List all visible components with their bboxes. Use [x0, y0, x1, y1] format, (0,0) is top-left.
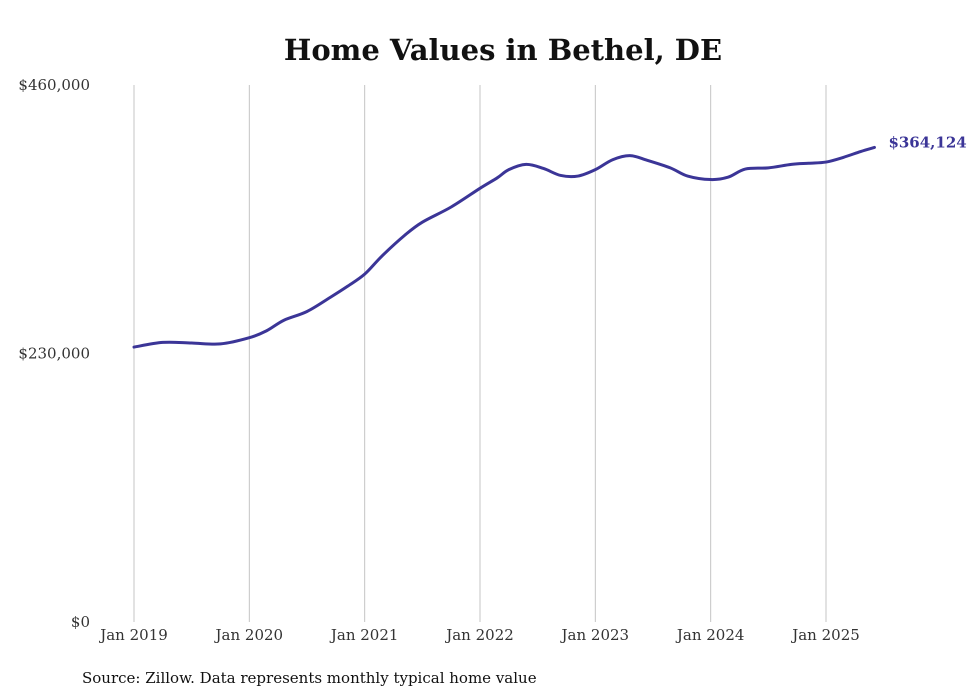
source-note: Source: Zillow. Data represents monthly … [82, 669, 537, 687]
x-tick-label: Jan 2025 [790, 626, 860, 644]
end-value-label: $364,124 [888, 133, 966, 151]
x-tick-label: Jan 2023 [560, 626, 630, 644]
series-layer: $364,124 [132, 133, 967, 349]
x-tick-label: Jan 2022 [444, 626, 514, 644]
y-axis-ticks: $0 $230,000 $460,000 [18, 76, 90, 631]
y-tick-label: $230,000 [18, 345, 90, 363]
x-tick-label: Jan 2020 [214, 626, 284, 644]
y-tick-label: $0 [71, 613, 90, 631]
x-tick-label: Jan 2021 [329, 626, 399, 644]
home-value-line [132, 145, 876, 349]
gridlines [133, 85, 827, 622]
chart-title: Home Values in Bethel, DE [284, 33, 722, 67]
x-tick-label: Jan 2019 [98, 626, 168, 644]
x-tick-label: Jan 2024 [675, 626, 745, 644]
y-tick-label: $460,000 [18, 76, 90, 94]
x-axis-ticks: Jan 2019 Jan 2020 Jan 2021 Jan 2022 Jan 2023… [98, 626, 860, 644]
